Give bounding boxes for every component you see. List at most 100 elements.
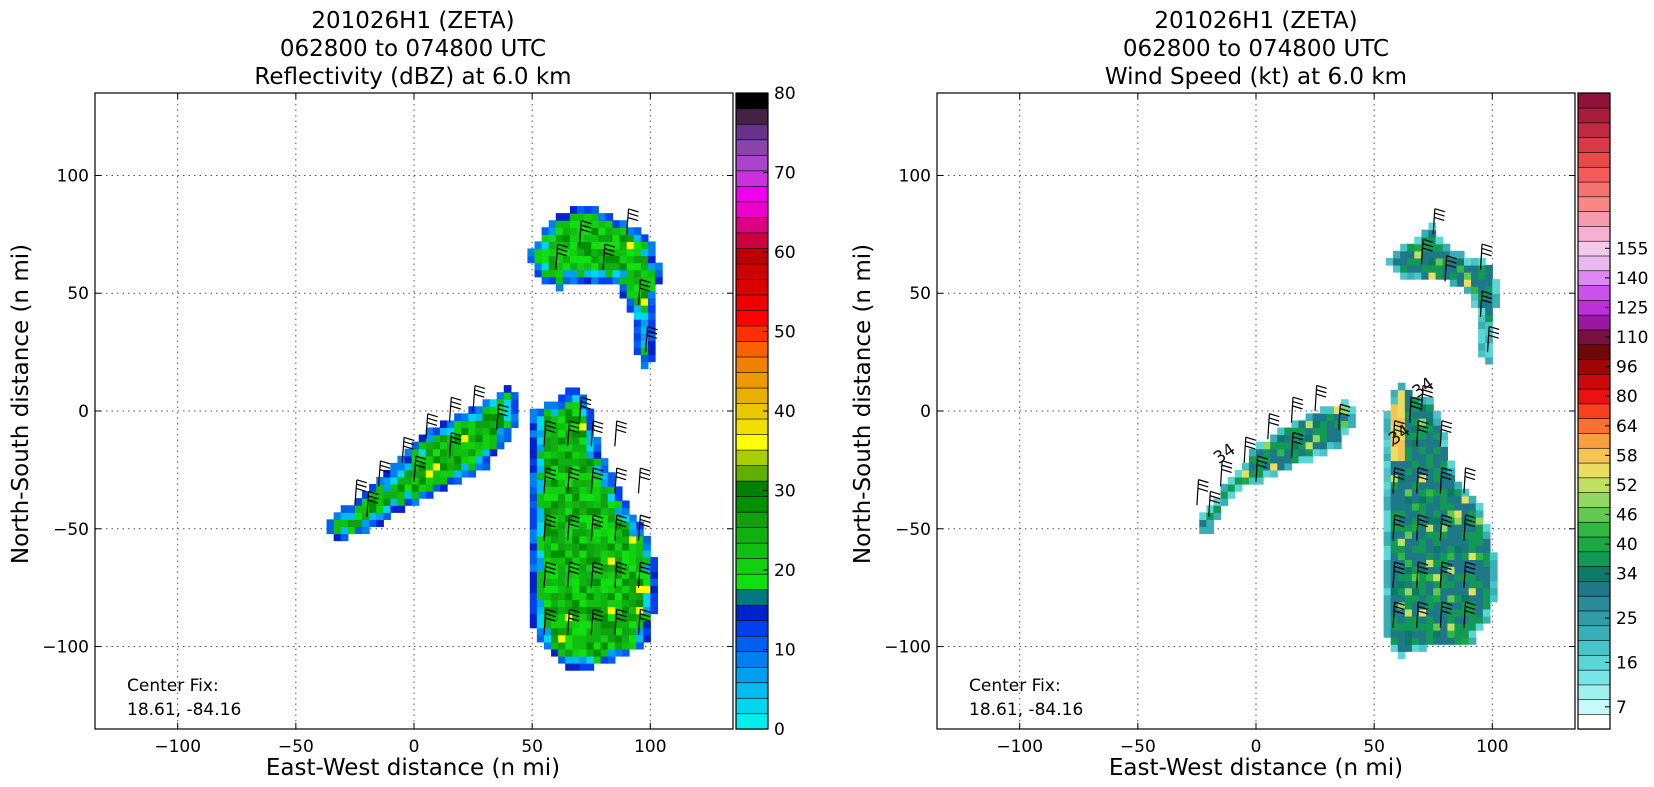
reflectivity-data-cell	[562, 255, 571, 264]
reflectivity-data-cell	[475, 420, 484, 429]
reflectivity-data-cell	[475, 455, 484, 464]
reflectivity-colorbar-swatch	[735, 573, 769, 590]
windspeed-data-cell	[1440, 481, 1448, 490]
reflectivity-colorbar-swatch	[735, 666, 769, 684]
windspeed-wind-barb-flag	[1393, 523, 1405, 528]
reflectivity-colorbar-swatch	[735, 216, 769, 234]
reflectivity-data-cell	[529, 514, 538, 523]
windspeed-wind-barb-staff	[1463, 514, 1467, 541]
reflectivity-data-cell	[536, 606, 545, 615]
windspeed-data-cell	[1397, 467, 1406, 476]
windspeed-data-cell	[1419, 587, 1427, 596]
windspeed-data-cell	[1206, 512, 1215, 520]
windspeed-wind-barb-flag	[1465, 471, 1476, 476]
windspeed-data-cell	[1390, 644, 1399, 652]
windspeed-colorbar-tick-label-3: 34	[1616, 565, 1638, 585]
reflectivity-data-cell	[565, 655, 573, 664]
windspeed-data-cell	[1277, 455, 1285, 464]
reflectivity-data-cell	[629, 571, 637, 579]
reflectivity-colorbar-tick-label-0: 0	[774, 720, 785, 740]
windspeed-data-cell	[1456, 257, 1465, 266]
reflectivity-data-cell	[418, 455, 427, 464]
reflectivity-data-cell	[621, 613, 630, 622]
windspeed-data-cell	[1421, 272, 1430, 280]
reflectivity-wind-barb-flag	[639, 570, 650, 575]
reflectivity-data-cell	[562, 234, 571, 242]
windspeed-data-cell	[1397, 545, 1406, 553]
reflectivity-data-cell	[565, 599, 573, 608]
reflectivity-data-cell	[586, 415, 595, 424]
reflectivity-data-cell	[565, 387, 573, 396]
reflectivity-data-cell	[626, 269, 635, 278]
reflectivity-wind-barb	[602, 243, 616, 270]
windspeed-data-cell	[1404, 467, 1413, 476]
reflectivity-data-cell	[510, 413, 519, 422]
windspeed-data-cell	[1390, 439, 1399, 447]
windspeed-colorbar-tick-label-10: 96	[1616, 358, 1638, 378]
windspeed-data-cell	[1419, 488, 1427, 497]
windspeed-data-cell	[1447, 615, 1456, 624]
reflectivity-data-cell	[579, 507, 588, 516]
reflectivity-data-cell	[565, 479, 573, 487]
windspeed-data-cell	[1482, 587, 1491, 596]
windspeed-wind-barb	[1208, 490, 1221, 518]
windspeed-data-cell	[1383, 517, 1392, 525]
windspeed-data-cell	[1319, 413, 1328, 422]
windspeed-data-cell	[1433, 467, 1441, 476]
windspeed-data-cell	[1433, 517, 1441, 525]
windspeed-wind-barb-staff	[1463, 562, 1467, 588]
windspeed-data-cell	[1489, 559, 1498, 568]
reflectivity-wind-barb-flag	[639, 565, 651, 571]
reflectivity-data-cell	[600, 592, 609, 601]
windspeed-data-cell	[1213, 505, 1222, 513]
windspeed-wind-barb-flag	[1245, 436, 1256, 441]
windspeed-wind-barb-staff	[1486, 326, 1490, 353]
reflectivity-data-cell	[591, 234, 599, 242]
reflectivity-data-cell	[643, 549, 651, 558]
windspeed-data-cell	[1454, 559, 1463, 568]
reflectivity-data-cell	[551, 585, 559, 593]
windspeed-data-cell	[1277, 441, 1285, 450]
reflectivity-data-cell	[536, 429, 545, 438]
reflectivity-data-cell	[383, 491, 391, 499]
reflectivity-data-cell	[475, 434, 484, 443]
windspeed-data-cell	[1411, 488, 1420, 497]
windspeed-data-cell	[1475, 509, 1484, 518]
windspeed-wind-barb-flag	[1257, 455, 1268, 460]
windspeed-data-cell	[1426, 566, 1434, 575]
windspeed-data-cell	[1461, 615, 1470, 624]
windspeed-wind-barb-flag	[1417, 565, 1429, 570]
reflectivity-data-cell	[551, 451, 559, 459]
reflectivity-data-cell	[586, 429, 595, 438]
reflectivity-data-cell	[529, 451, 538, 459]
windspeed-data-cell	[1475, 524, 1484, 532]
windspeed-data-cell	[1447, 545, 1456, 553]
reflectivity-wind-barb-flag	[568, 518, 580, 524]
reflectivity-data-cell	[572, 422, 581, 431]
reflectivity-data-cell	[503, 413, 512, 422]
reflectivity-wind-barb	[637, 608, 651, 635]
reflectivity-data-cell	[640, 340, 649, 348]
windspeed-data-cell	[1433, 460, 1441, 469]
windspeed-data-cell	[1411, 453, 1420, 462]
windspeed-data-cell	[1341, 399, 1349, 407]
reflectivity-data-cell	[593, 578, 602, 586]
windspeed-data-cell	[1421, 250, 1430, 259]
reflectivity-wind-barb-staff	[626, 208, 630, 235]
reflectivity-data-cell	[607, 521, 616, 530]
windspeed-data-cell	[1411, 432, 1420, 440]
windspeed-data-cell	[1485, 307, 1493, 316]
windspeed-wind-barb	[1416, 420, 1429, 447]
windspeed-wind-barb	[1392, 514, 1405, 541]
windspeed-data-cell	[1404, 446, 1413, 454]
reflectivity-data-cell	[558, 465, 566, 473]
windspeed-colorbar-tick-label-8: 64	[1616, 417, 1638, 437]
reflectivity-data-cell	[607, 634, 616, 643]
reflectivity-data-cell	[607, 486, 616, 495]
reflectivity-colorbar-swatch	[735, 139, 769, 156]
reflectivity-data-cell	[614, 641, 623, 650]
windspeed-data-cell	[1383, 509, 1392, 518]
windspeed-wind-barb-flag	[1422, 393, 1433, 398]
windspeed-wind-barb-flag	[1394, 420, 1405, 425]
reflectivity-colorbar-swatch	[735, 371, 769, 389]
